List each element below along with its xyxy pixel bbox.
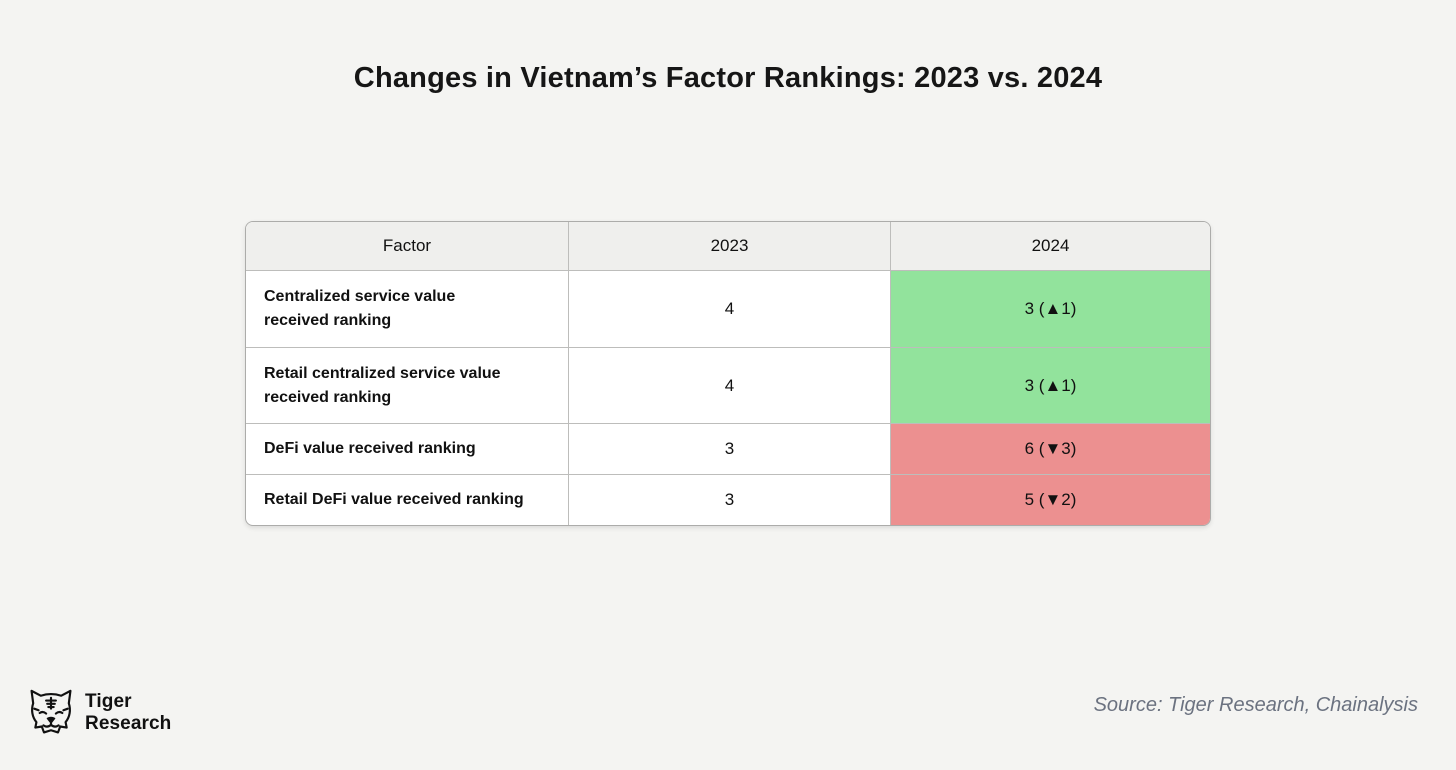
table-header-row: Factor 2023 2024 — [246, 222, 1210, 271]
value-2024-cell-up: 3 (▲1) — [890, 271, 1210, 347]
value-2023-cell: 4 — [568, 271, 890, 347]
logo-word-line1: Tiger — [85, 691, 132, 713]
column-header-factor: Factor — [246, 222, 568, 271]
factor-cell: Retail centralized service value receive… — [246, 347, 568, 423]
value-2024-cell-up: 3 (▲1) — [890, 347, 1210, 423]
value-2023-cell: 4 — [568, 347, 890, 423]
column-header-2023: 2023 — [568, 222, 890, 271]
logo-wordmark: Tiger Research — [85, 691, 171, 735]
table-row: Retail centralized service value receive… — [246, 347, 1210, 423]
table-row: DeFi value received ranking 3 6 (▼3) — [246, 423, 1210, 474]
value-2023-cell: 3 — [568, 474, 890, 525]
tiger-research-logo: Tiger Research — [24, 684, 171, 742]
rankings-table: Factor 2023 2024 Centralized service val… — [245, 221, 1211, 526]
value-2024-cell-down: 5 (▼2) — [890, 474, 1210, 525]
value-2023-cell: 3 — [568, 423, 890, 474]
factor-cell: Retail DeFi value received ranking — [246, 474, 568, 525]
table-row: Centralized service value received ranki… — [246, 271, 1210, 347]
source-credit: Source: Tiger Research, Chainalysis — [1093, 694, 1418, 716]
logo-word-line2: Research — [85, 713, 172, 734]
factor-cell: Centralized service value received ranki… — [264, 288, 456, 329]
tiger-logo-icon — [24, 684, 78, 742]
column-header-2024: 2024 — [890, 222, 1210, 271]
page-title: Changes in Vietnam’s Factor Rankings: 20… — [353, 62, 1103, 94]
value-2024-cell-down: 6 (▼3) — [890, 423, 1210, 474]
table-row: Retail DeFi value received ranking 3 5 (… — [246, 474, 1210, 525]
factor-cell: DeFi value received ranking — [246, 423, 568, 474]
